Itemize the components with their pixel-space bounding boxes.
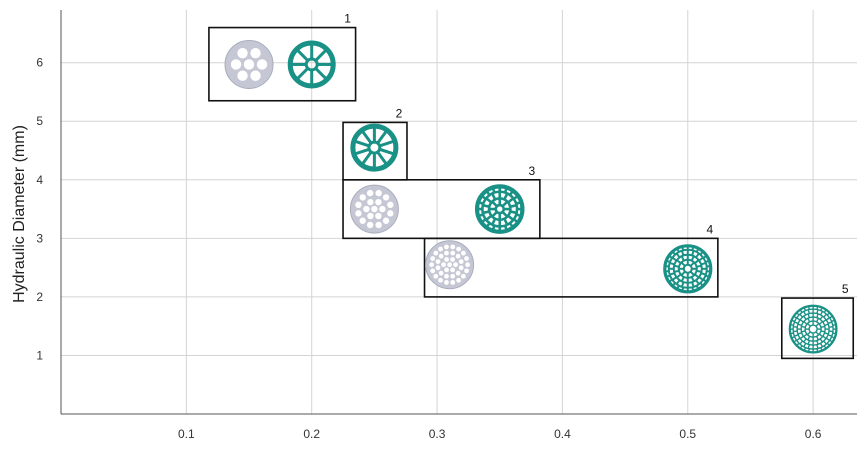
x-tick-label: 0.3: [429, 427, 446, 441]
grey-many-hole-design: [426, 241, 474, 289]
x-tick-label: 0.5: [679, 427, 696, 441]
teal-3-ring-honeycomb-design: [664, 245, 712, 293]
x-tick-label: 0.2: [303, 427, 320, 441]
teal-4-ring-honeycomb-design: [789, 305, 837, 353]
teal-10-spoke-design: [353, 126, 396, 169]
y-tick-label: 4: [36, 173, 43, 187]
y-axis-title: Hydraulic Diameter (mm): [11, 125, 28, 303]
axis-layer: [61, 10, 857, 414]
group-label-3: 3: [529, 164, 536, 178]
group-label-4: 4: [707, 222, 714, 236]
grey-6-hole-design: [225, 40, 273, 88]
x-tick-label: 0.1: [178, 427, 195, 441]
y-tick-label: 6: [36, 56, 43, 70]
tick-label-layer: 0.1 0.2 0.3 0.4 0.5 0.6 1 2 3 4 5 6: [36, 56, 821, 441]
group-label-1: 1: [344, 12, 351, 26]
grey-multi-hole-design: [350, 185, 398, 233]
grid-layer: [61, 10, 857, 414]
y-tick-label: 1: [36, 348, 43, 362]
y-tick-label: 5: [36, 114, 43, 128]
y-tick-label: 2: [36, 290, 43, 304]
design-point-layer: [225, 40, 837, 353]
teal-2-ring-honeycomb-design: [476, 185, 524, 233]
x-tick-label: 0.6: [805, 427, 822, 441]
x-tick-label: 0.4: [554, 427, 571, 441]
group-label-2: 2: [396, 106, 403, 120]
group-label-5: 5: [842, 282, 849, 296]
y-tick-label: 3: [36, 231, 43, 245]
